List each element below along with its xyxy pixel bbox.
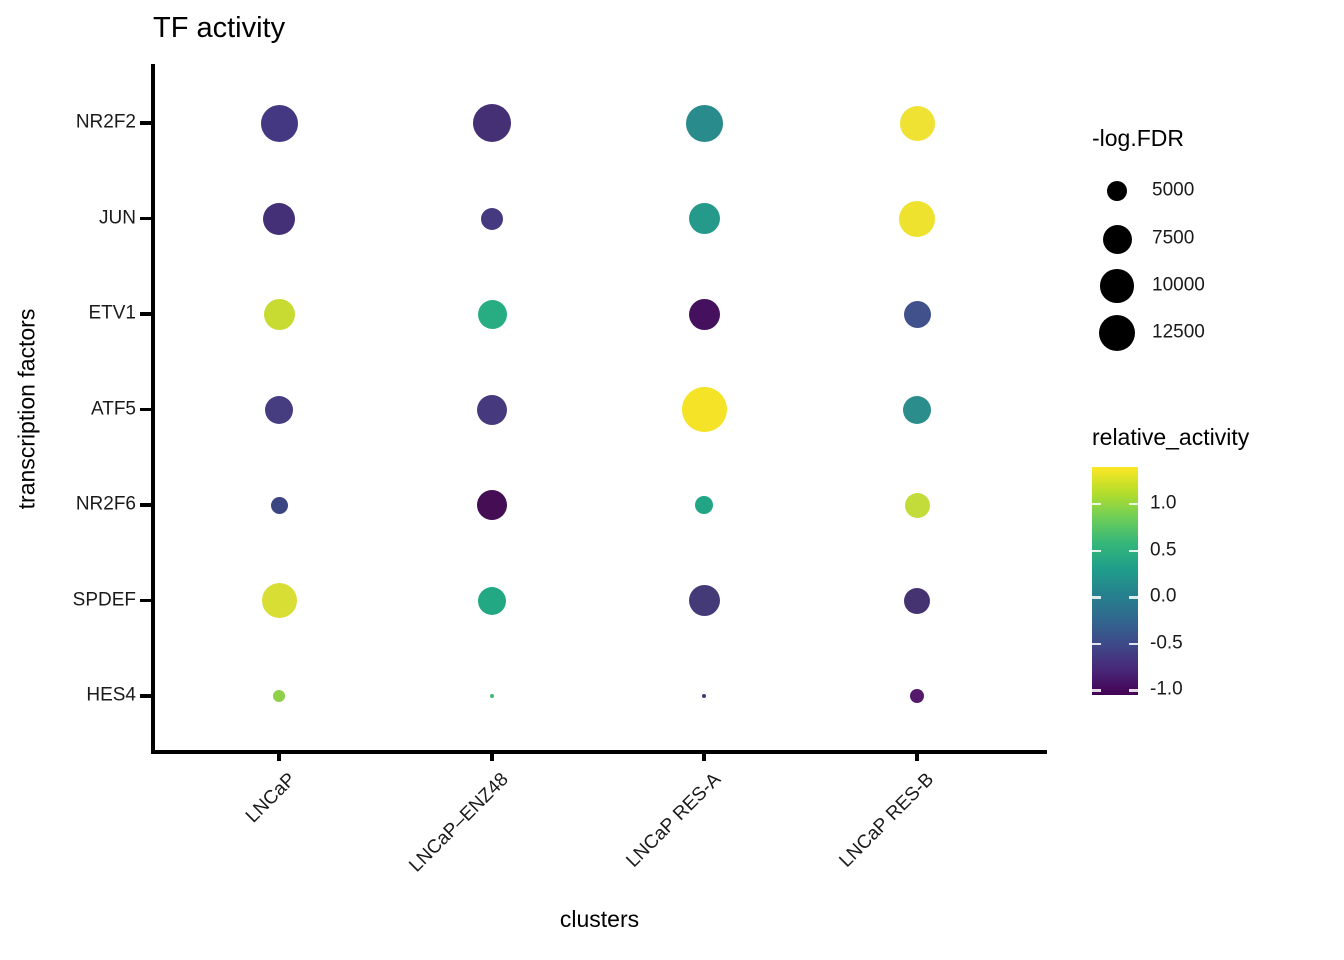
size-legend-dot-7500 xyxy=(1102,224,1132,254)
y-tick-mark xyxy=(139,312,152,316)
dot-SPDEF-LNCaP RES-B xyxy=(904,587,930,614)
dot-ATF5-LNCaP xyxy=(265,395,293,424)
size-legend-label-7500: 7500 xyxy=(1152,227,1195,249)
dot-JUN-LNCaP xyxy=(263,202,295,235)
dot-ATF5-LNCaP–ENZ48 xyxy=(477,394,507,425)
dot-NR2F2-LNCaP RES-A xyxy=(685,104,723,142)
dot-NR2F2-LNCaP RES-B xyxy=(899,105,935,141)
colorbar-tick xyxy=(1092,549,1101,552)
size-legend-label-5000: 5000 xyxy=(1152,179,1195,201)
colorbar-tick xyxy=(1092,502,1101,506)
dot-NR2F2-LNCaP–ENZ48 xyxy=(473,104,511,142)
x-tick-label-LNCaP RES-A: LNCaP RES-A xyxy=(622,769,725,872)
x-tick-mark xyxy=(702,750,706,761)
y-tick-mark xyxy=(139,407,152,412)
dot-HES4-LNCaP–ENZ48 xyxy=(489,693,495,699)
dot-ATF5-LNCaP RES-A xyxy=(681,387,727,432)
chart-title: TF activity xyxy=(153,12,286,44)
colorbar-label-1.0: 1.0 xyxy=(1150,492,1177,514)
dot-HES4-LNCaP RES-A xyxy=(702,694,706,698)
dot-NR2F6-LNCaP RES-B xyxy=(904,492,930,518)
y-tick-mark xyxy=(139,121,152,125)
dot-NR2F2-LNCaP xyxy=(260,104,298,142)
dot-ETV1-LNCaP xyxy=(263,298,295,330)
x-tick-mark xyxy=(490,750,494,761)
x-tick-label-LNCaP: LNCaP xyxy=(241,769,300,828)
dot-SPDEF-LNCaP xyxy=(261,583,297,618)
x-tick-mark xyxy=(277,750,281,761)
y-tick-label-ETV1: ETV1 xyxy=(88,302,136,324)
colorbar-tick xyxy=(1092,689,1101,692)
x-tick-mark xyxy=(915,750,919,761)
y-tick-mark xyxy=(139,216,152,221)
dot-JUN-LNCaP RES-B xyxy=(899,200,935,237)
y-tick-label-SPDEF: SPDEF xyxy=(72,589,136,611)
dot-HES4-LNCaP RES-B xyxy=(910,689,924,703)
dot-SPDEF-LNCaP–ENZ48 xyxy=(478,586,506,615)
x-tick-label-LNCaP–ENZ48: LNCaP–ENZ48 xyxy=(405,769,513,877)
size-legend-label-10000: 10000 xyxy=(1152,274,1205,296)
x-axis-title: clusters xyxy=(559,906,640,932)
dot-JUN-LNCaP RES-A xyxy=(688,203,720,234)
colorbar-tick xyxy=(1129,642,1138,646)
colorbar-tick xyxy=(1129,596,1138,599)
colorbar-gradient xyxy=(1092,467,1138,695)
colorbar-tick xyxy=(1129,689,1138,692)
y-tick-label-HES4: HES4 xyxy=(86,684,136,706)
size-legend-dot-10000 xyxy=(1100,269,1134,303)
colorbar-label-0.5: 0.5 xyxy=(1150,539,1177,561)
y-tick-mark xyxy=(139,598,152,603)
dot-ETV1-LNCaP RES-A xyxy=(688,298,720,330)
dot-HES4-LNCaP xyxy=(273,690,285,702)
dot-ETV1-LNCaP RES-B xyxy=(903,300,931,328)
colorbar-label--1.0: -1.0 xyxy=(1150,678,1183,700)
x-axis-line xyxy=(151,750,1047,754)
dot-NR2F6-LNCaP RES-A xyxy=(695,496,713,514)
colorbar-tick xyxy=(1129,502,1138,506)
y-tick-label-ATF5: ATF5 xyxy=(90,398,136,420)
colorbar-tick xyxy=(1129,549,1138,552)
colorbar-tick xyxy=(1092,642,1101,646)
dot-NR2F6-LNCaP xyxy=(270,496,288,514)
dot-SPDEF-LNCaP RES-A xyxy=(688,585,720,616)
x-tick-label-LNCaP RES-B: LNCaP RES-B xyxy=(835,769,938,872)
size-legend-dot-12500 xyxy=(1098,314,1136,352)
y-tick-label-JUN: JUN xyxy=(99,207,136,229)
y-axis-line xyxy=(151,64,155,753)
dot-ATF5-LNCaP RES-B xyxy=(903,395,931,424)
y-tick-label-NR2F6: NR2F6 xyxy=(75,493,136,515)
colorbar-label-0.0: 0.0 xyxy=(1150,585,1177,607)
color-legend-title: relative_activity xyxy=(1092,424,1250,450)
y-tick-mark xyxy=(139,503,152,507)
size-legend-title: -log.FDR xyxy=(1092,125,1185,151)
dot-NR2F6-LNCaP–ENZ48 xyxy=(477,490,507,520)
y-tick-label-NR2F2: NR2F2 xyxy=(75,111,136,133)
dot-JUN-LNCaP–ENZ48 xyxy=(481,207,503,230)
size-legend-label-12500: 12500 xyxy=(1152,321,1205,343)
size-legend-dot-5000 xyxy=(1106,180,1128,202)
y-tick-mark xyxy=(139,694,152,698)
dot-ETV1-LNCaP–ENZ48 xyxy=(477,299,507,329)
colorbar-tick xyxy=(1092,596,1101,599)
colorbar-label--0.5: -0.5 xyxy=(1150,632,1183,654)
